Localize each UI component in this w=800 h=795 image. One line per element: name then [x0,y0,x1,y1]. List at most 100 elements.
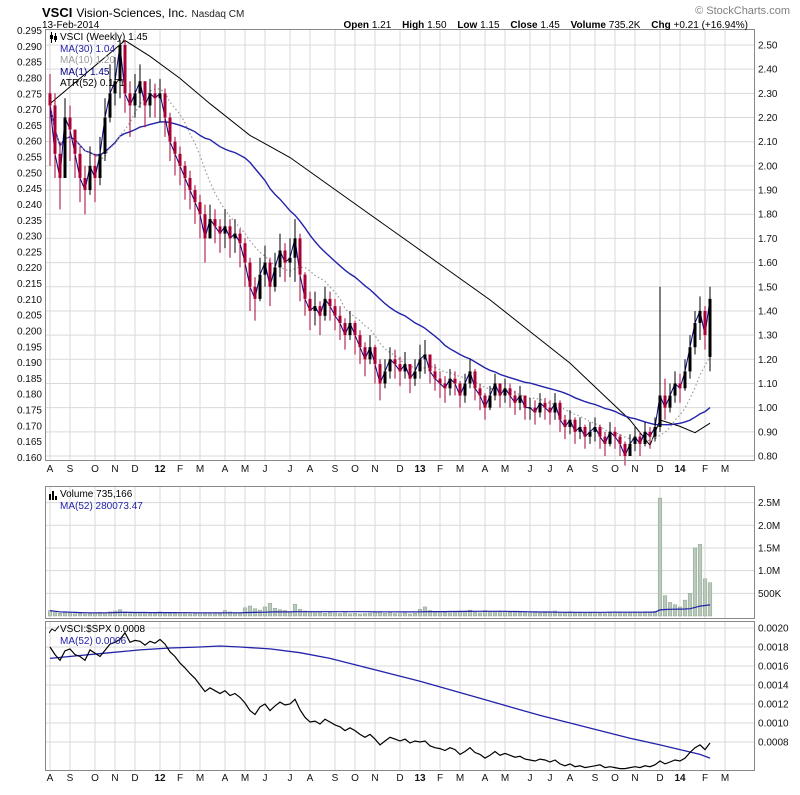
x-axis-label: F [702,464,708,475]
x-axis-label: M [241,464,249,475]
left-axis-label: 0.270 [17,105,42,116]
candlestick-icon [49,32,60,44]
x-axis-label: S [67,464,74,475]
left-axis-label: 0.185 [17,374,42,385]
volume-axis-label: 1.5M [758,543,780,554]
volume-axis-label: 2.5M [758,498,780,509]
x-axis-label: D [656,773,663,784]
left-axis-label: 0.275 [17,89,42,100]
quote-row: 13-Feb-2014 Open 1.21 High 1.50 Low 1.15… [42,20,792,31]
x-axis-label: M [501,773,509,784]
price-axis-label: 1.60 [758,258,778,269]
x-axis-label: J [288,773,293,784]
legend-label: MA(52) 0.0006 [60,635,127,647]
x-axis-label: D [656,464,663,475]
x-axis-label: N [631,773,638,784]
price-axis-label: 1.70 [758,234,778,245]
left-axis-label: 0.295 [17,26,42,37]
panel-borders [45,29,755,771]
x-axis-label: J [528,464,533,475]
left-axis-label: 0.220 [17,263,42,274]
x-axis-label: N [111,464,118,475]
legend-label: MA(52) 280073.47 [60,500,143,512]
left-axis-label: 0.230 [17,232,42,243]
price-axis-label: 2.50 [758,41,778,52]
legend-item: VSCI:$SPX 0.0008 [49,624,145,636]
chart-header: VSCI Vision-Sciences, Inc. Nasdaq CM © Sto… [42,4,792,20]
x-axis-label: M [501,464,509,475]
x-axis-label: 14 [674,773,686,784]
ratio-axis-label: 0.0012 [758,700,789,711]
legend-label: VSCI:$SPX 0.0008 [60,624,146,635]
x-axis-label: F [177,464,183,475]
left-axis-label: 0.260 [17,137,42,148]
price-axis-label: 1.10 [758,379,778,390]
gridlines [46,30,754,770]
x-axis-label: S [67,773,74,784]
left-axis-label: 0.200 [17,326,42,337]
series [47,39,713,770]
price-axis-label: 1.90 [758,186,778,197]
x-axis-label: F [437,464,443,475]
quote-open: Open 1.21 [343,20,392,31]
company-name: Vision-Sciences, Inc. [76,6,188,20]
ticker-symbol: VSCI [42,5,73,20]
quote-close: Close 1.45 [510,20,560,31]
left-axis-label: 0.255 [17,153,42,164]
x-axis-label: 14 [674,464,686,475]
price-axis-label: 2.00 [758,161,778,172]
quote-change: Chg +0.21 (+16.94%) [651,20,748,31]
legend-item: MA(1) 1.45 [60,67,148,79]
legend-label: MA(1) 1.45 [60,66,110,78]
x-axis-label: 13 [414,773,426,784]
legend-label: MA(30) 1.04 [60,43,116,55]
x-axis-label: A [307,773,314,784]
x-axis-label: A [567,773,574,784]
line-chart-icon [49,625,60,635]
ratio-axis-label: 0.0016 [758,662,789,673]
ratio-line [49,631,711,770]
left-axis-label: 0.225 [17,247,42,258]
x-axis-label: D [131,773,138,784]
left-axis-label: 0.180 [17,390,42,401]
left-axis-label: 0.215 [17,279,42,290]
price-axis-label: 2.20 [758,113,778,124]
volume-bars-icon [49,490,60,500]
panel-border [45,29,755,461]
volume-ma52-line [49,604,711,614]
volume-axis-label: 1.0M [758,566,780,577]
price-axis-label: 1.00 [758,403,778,414]
x-axis-label: J [528,773,533,784]
quote-volume: Volume 735.2K [570,20,641,31]
x-axis-label: A [47,773,54,784]
volume-axis-label: 2.0M [758,521,780,532]
volume-bars [47,497,713,617]
price-axis-label: 0.80 [758,452,778,463]
x-axis-label: O [611,773,619,784]
x-axis-label: N [371,773,378,784]
x-axis-label: A [47,464,54,475]
exchange-name: Nasdaq CM [191,9,245,20]
x-axis-label: N [371,464,378,475]
volume-axis-label: 500K [758,589,782,600]
x-axis-label: D [131,464,138,475]
price-axis-label: 2.40 [758,65,778,76]
x-axis-label: M [196,773,204,784]
price-axis-label: 2.30 [758,89,778,100]
x-axis-label: S [592,773,599,784]
x-axis-label: F [177,773,183,784]
left-axis-label: 0.175 [17,406,42,417]
x-axis-label: N [631,464,638,475]
legend-label: VSCI (Weekly) 1.45 [60,32,148,43]
x-axis-label: A [222,773,229,784]
price-axis-label: 1.50 [758,282,778,293]
ratio-axis-label: 0.0018 [758,643,789,654]
left-axis-label: 0.190 [17,358,42,369]
x-axis-label: A [482,464,489,475]
x-axis-label: S [332,464,339,475]
price-axis-label: 1.20 [758,355,778,366]
left-axis-label: 0.205 [17,311,42,322]
ratio-axis-label: 0.0014 [758,681,789,692]
x-axis-label: M [241,773,249,784]
